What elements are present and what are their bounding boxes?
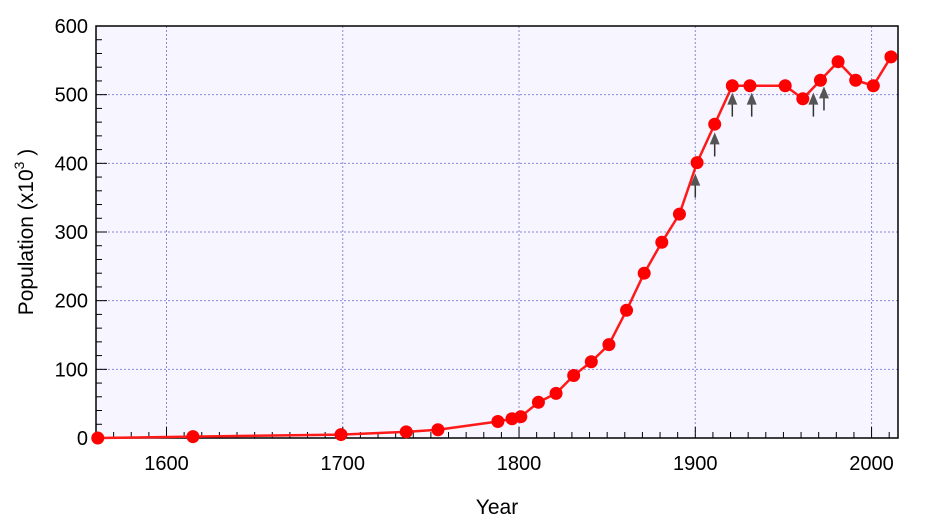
y-tick-label: 300 (55, 222, 88, 244)
data-point (549, 386, 563, 400)
y-tick-labels: 0 100 200 300 400 500 600 (55, 16, 88, 450)
data-point (849, 73, 863, 87)
annotation-arrow (727, 92, 738, 117)
x-tick-labels: 1600 1700 1800 1900 2000 (144, 453, 894, 475)
annotation-arrow-head (690, 173, 701, 186)
data-point (813, 73, 827, 87)
annotation-arrow-head (808, 92, 819, 105)
data-point (708, 117, 722, 131)
data-point (725, 79, 739, 93)
data-point (399, 425, 413, 439)
y-axis-title: Population (x103 ) (11, 149, 38, 316)
data-point (584, 355, 598, 369)
x-axis-title: Year (476, 496, 518, 519)
data-point (491, 415, 505, 429)
data-point (567, 369, 581, 383)
data-point (531, 395, 545, 409)
data-point (431, 423, 445, 437)
data-point (796, 92, 810, 106)
annotation-arrow (690, 173, 701, 198)
annotation-arrow-head (727, 92, 738, 105)
data-point (186, 430, 200, 444)
y-tick-label: 600 (55, 16, 88, 38)
x-tick-label: 2000 (849, 453, 894, 475)
x-tick-label: 1900 (673, 453, 718, 475)
data-point (884, 50, 898, 64)
data-point (778, 79, 792, 93)
y-tick-label: 200 (55, 291, 88, 313)
data-point (620, 303, 634, 317)
x-tick-label: 1800 (497, 453, 542, 475)
annotation-arrow-head (746, 92, 757, 105)
y-tick-label: 100 (55, 359, 88, 381)
data-point (91, 431, 105, 445)
data-point (743, 79, 757, 93)
data-point (866, 79, 880, 93)
x-tick-label: 1700 (321, 453, 366, 475)
data-point (334, 428, 348, 442)
series-line (97, 56, 893, 440)
data-point (602, 338, 616, 352)
annotation-arrow-head (709, 132, 720, 145)
annotation-arrow (746, 92, 757, 117)
x-tick-label: 1600 (144, 453, 189, 475)
data-point (637, 266, 651, 280)
grid (96, 26, 898, 438)
y-tick-label: 400 (55, 153, 88, 175)
y-axis-title-close: ) (15, 149, 38, 162)
annotation-arrow (709, 132, 720, 157)
y-tick-label: 0 (77, 428, 88, 450)
y-axis-title-main: Population (x10 (15, 169, 38, 315)
data-point (831, 55, 845, 69)
data-point (690, 156, 704, 170)
series (91, 50, 898, 445)
y-tick-label: 500 (55, 85, 88, 107)
data-point (672, 207, 686, 221)
y-axis-title-superscript: 3 (11, 161, 27, 169)
data-point (655, 235, 669, 249)
annotation-arrow-head (818, 86, 829, 99)
annotation-arrow (808, 92, 819, 117)
data-point (514, 410, 528, 424)
annotation-arrow (818, 86, 829, 111)
annotation-arrows (690, 86, 829, 198)
